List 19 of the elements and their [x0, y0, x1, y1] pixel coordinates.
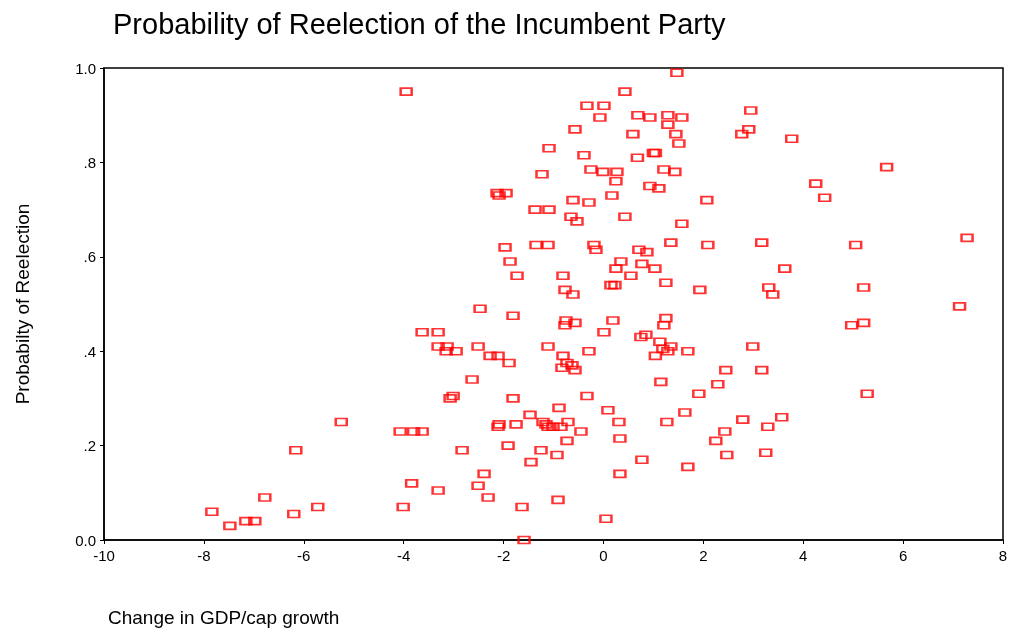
- y-tick-label: .4: [83, 342, 96, 360]
- x-tick-label: -2: [496, 547, 511, 564]
- x-tick-label: 2: [699, 547, 708, 564]
- y-tick-label: .8: [83, 153, 96, 171]
- x-tick-label: -4: [396, 547, 411, 564]
- x-axis-title: Change in GDP/cap growth: [108, 607, 340, 628]
- y-tick-label: .6: [83, 248, 96, 266]
- y-tick-label: 0.0: [75, 531, 96, 549]
- x-tick-label: 8: [998, 547, 1008, 564]
- x-tick-label: 0: [599, 547, 608, 564]
- y-axis-title: Probabilty of Reelection: [12, 203, 33, 405]
- x-tick-label: -8: [197, 547, 211, 564]
- x-tick-label: 6: [898, 547, 908, 564]
- chart-title: Probability of Reelection of the Incumbent Party: [113, 7, 727, 40]
- y-tick-label: 1.0: [75, 59, 96, 77]
- x-tick-label: -10: [93, 547, 115, 564]
- y-tick-label: .2: [83, 437, 96, 455]
- x-tick-label: 4: [799, 547, 808, 564]
- x-tick-label: -6: [297, 547, 311, 564]
